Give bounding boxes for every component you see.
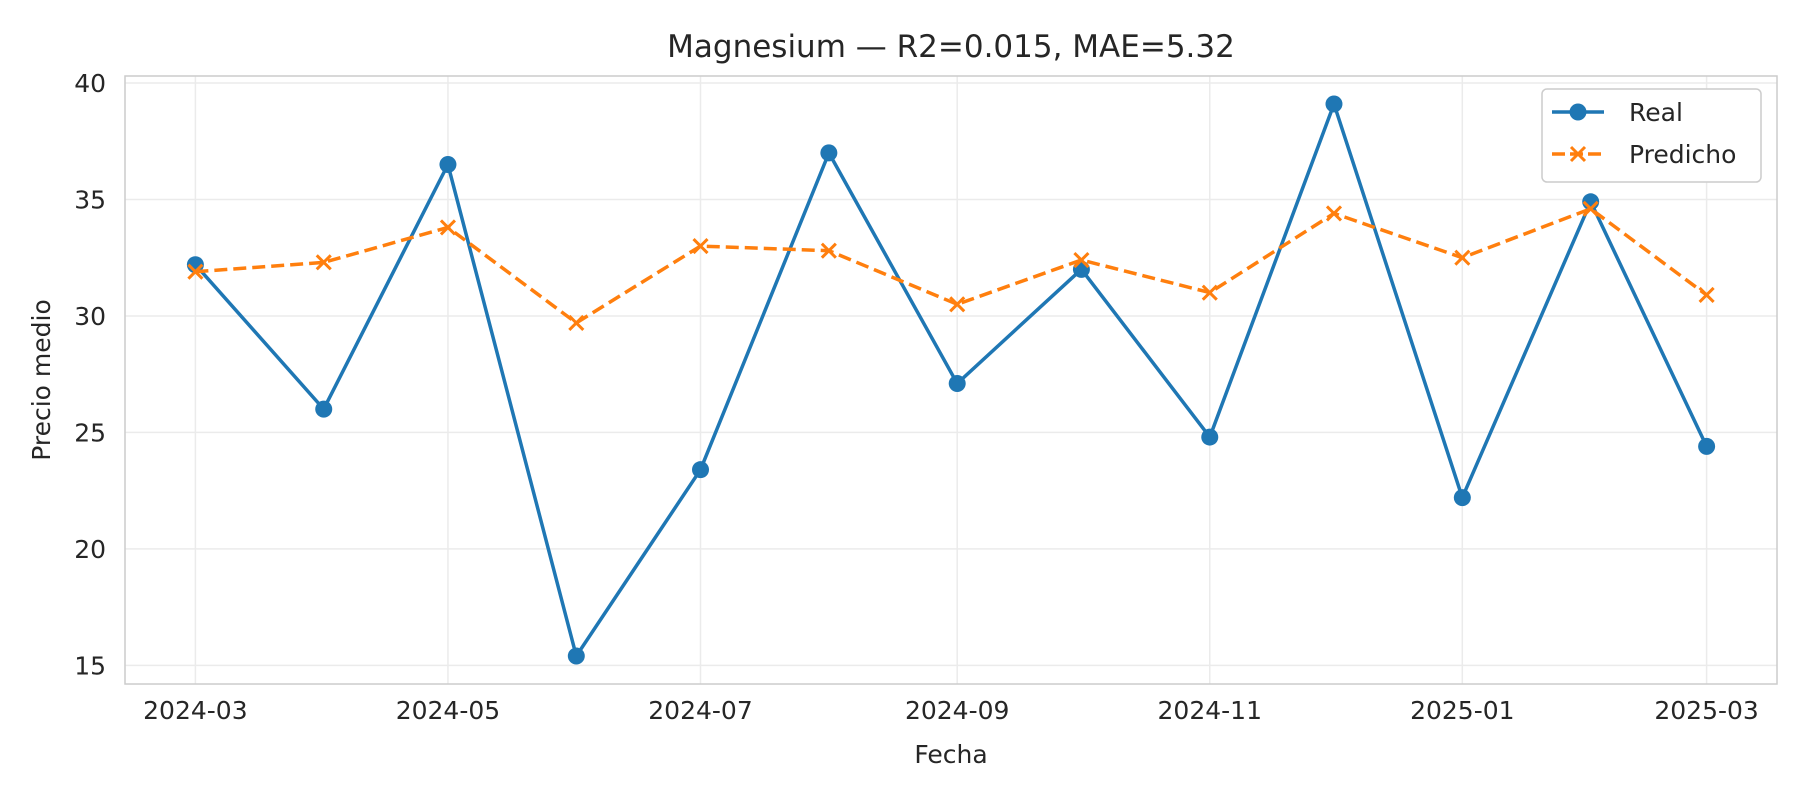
x-tick-label: 2024-09 [905,696,1009,725]
data-point-real [439,156,457,174]
data-point-real [692,461,710,479]
data-point-predicho [439,219,457,236]
data-point-predicho [949,296,966,313]
data-point-predicho [692,237,709,255]
x-tick-label: 2024-11 [1158,696,1262,725]
legend-real-label: Real [1629,98,1683,127]
x-axis-label: Fecha [914,740,987,769]
y-tick-label: 20 [74,535,106,564]
plot-area [124,75,1778,685]
data-point-predicho [1201,284,1218,301]
legend-predicho-marker [1569,145,1587,163]
data-point-predicho [1325,205,1343,222]
y-tick-label: 25 [74,418,106,447]
x-tick-label: 2024-05 [396,696,500,725]
x-tick-label: 2025-01 [1410,696,1514,725]
data-point-predicho [187,263,204,280]
data-point-real [948,374,966,392]
y-tick-label: 30 [74,302,106,331]
legend-predicho-label: Predicho [1629,140,1736,169]
x-tick-label: 2024-07 [648,696,752,725]
data-point-predicho [1454,249,1471,266]
legend: Real Predicho [1541,88,1762,183]
data-point-real [315,400,333,418]
legend-real-marker [1569,103,1587,121]
data-point-predicho [1073,251,1090,269]
legend-item-real: Real [1552,98,1683,127]
data-point-predicho [1698,286,1715,304]
y-tick-labels: 15 20 25 30 35 40 [74,69,106,680]
series-layer [186,95,1716,665]
data-point-predicho [820,242,837,259]
data-point-predicho [1582,200,1599,217]
data-point-real [567,647,585,665]
chart-title: Magnesium — R2=0.015, MAE=5.32 [667,29,1235,65]
data-point-real [820,144,838,162]
data-point-real [1201,428,1219,446]
data-point-real [1325,95,1343,113]
data-point-predicho [568,314,585,331]
data-point-real [1698,437,1716,455]
y-tick-label: 15 [74,651,106,680]
x-tick-label: 2024-03 [143,696,247,725]
x-tick-labels: 2024-03 2024-05 2024-07 2024-09 2024-11 2025-… [143,696,1759,725]
data-point-real [1453,489,1471,507]
x-tick-label: 2025-03 [1654,696,1758,725]
y-axis-label: Precio medio [27,299,56,461]
legend-item-predicho: Predicho [1552,140,1736,169]
data-point-predicho [315,254,332,271]
y-tick-label: 35 [74,185,106,214]
y-tick-label: 40 [74,69,106,98]
